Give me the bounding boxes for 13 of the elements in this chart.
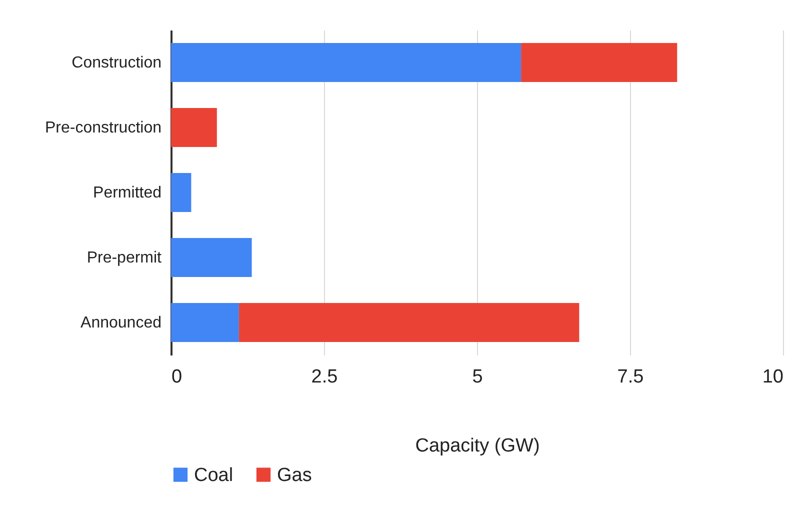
x-tick-label: 2.5 <box>311 366 338 388</box>
y-tick-label: Pre-permit <box>86 250 162 266</box>
y-tick-label: Pre-construction <box>45 120 162 136</box>
x-tick-label: 10 <box>762 366 784 388</box>
x-tick-label: 7.5 <box>617 366 644 388</box>
x-tick-label: 0 <box>172 366 182 388</box>
y-tick-label: Construction <box>72 54 162 72</box>
y-tick-label: Permitted <box>93 184 162 202</box>
x-tick-label: 5 <box>472 366 483 388</box>
x-axis-title: Capacity (GW) <box>415 436 540 456</box>
legend-label: Coal <box>194 464 234 486</box>
y-tick-label: Announced <box>80 314 162 332</box>
legend-label: Gas <box>277 464 312 486</box>
